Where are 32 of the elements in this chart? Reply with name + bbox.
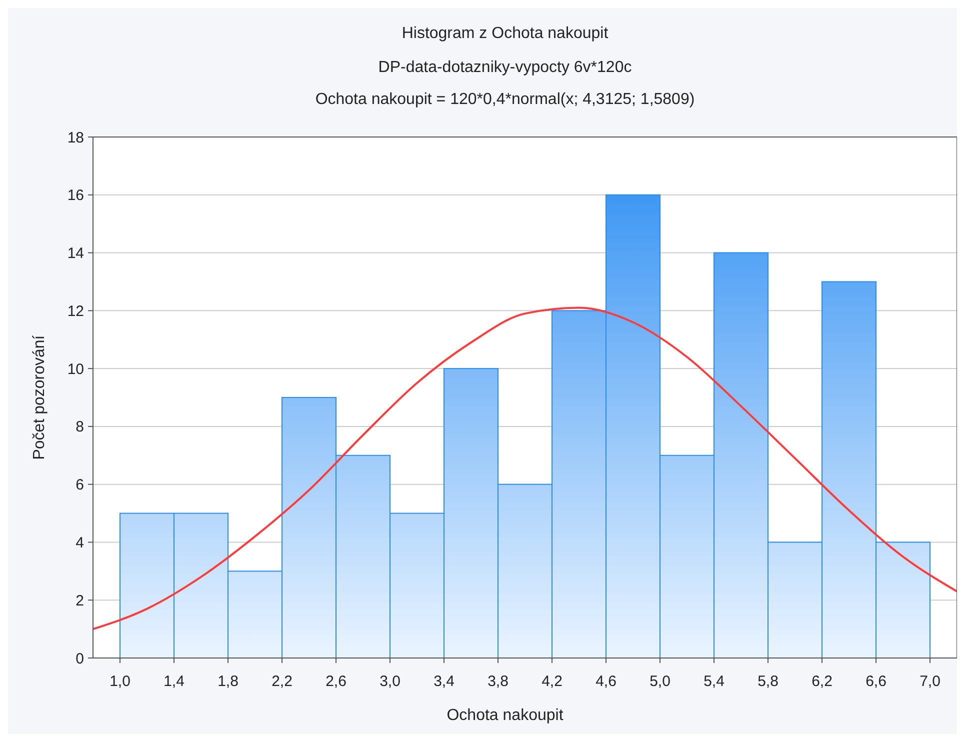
text: Ochota nakoupit = 120*0,4*normal(x; 4,3125; 1,5809) — [315, 91, 695, 108]
x-tick-label: 3,0 — [380, 673, 400, 690]
x-tick-label: 5,4 — [704, 673, 724, 690]
x-tick-label: 5,8 — [758, 673, 778, 690]
x-tick-label: 4,2 — [542, 673, 562, 690]
y-tick-label: 16 — [67, 187, 84, 204]
x-tick-label: 2,6 — [326, 673, 346, 690]
y-tick-label: 18 — [67, 129, 84, 146]
x-tick-label: 1,8 — [218, 673, 238, 690]
y-tick-label: 8 — [76, 418, 84, 436]
x-tick-label: 4,6 — [596, 673, 616, 690]
x-tick-label: 1,4 — [164, 673, 184, 690]
y-tick-label: 6 — [76, 476, 84, 494]
x-tick-label: 6,6 — [866, 673, 886, 690]
y-tick-label: 4 — [76, 534, 84, 552]
y-axis-title: Počet pozorování — [31, 334, 48, 460]
x-axis-title: Ochota nakoupit — [446, 707, 564, 724]
y-tick-label: 10 — [67, 360, 84, 378]
y-tick-label: 12 — [67, 302, 84, 320]
y-tick-label: 2 — [76, 592, 84, 610]
x-tick-label: 5,0 — [650, 673, 670, 690]
x-tick-label: 1,0 — [110, 673, 130, 690]
x-tick-label: 3,4 — [434, 673, 454, 690]
y-tick-label: 14 — [67, 245, 84, 262]
x-tick-label: 2,2 — [272, 673, 292, 690]
x-tick-label: 7,0 — [920, 673, 940, 690]
x-tick-label: 6,2 — [812, 673, 832, 690]
x-tick-label: 3,8 — [488, 673, 508, 690]
y-tick-label: 0 — [76, 650, 84, 668]
chart-subtitle: DP-data-dotazniky-vypocty 6v*120c — [378, 59, 632, 76]
chart-title: Histogram z Ochota nakoupit — [402, 25, 609, 42]
line-series — [93, 306, 957, 630]
